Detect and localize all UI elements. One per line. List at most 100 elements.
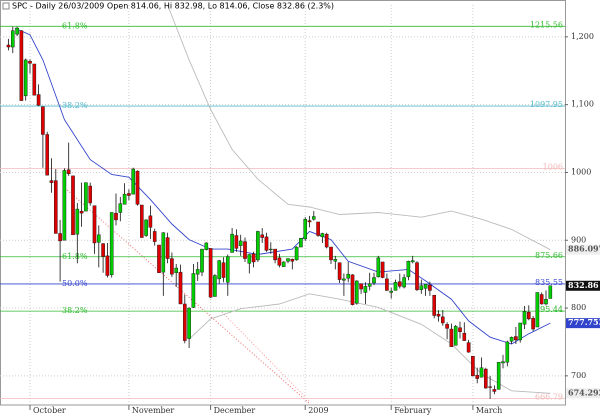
- candle-body: [367, 283, 372, 287]
- overlay-tag: 674.292: [568, 387, 600, 397]
- overlay-tag: 777.753: [568, 317, 600, 327]
- candle-body: [337, 262, 342, 280]
- candle-body: [415, 262, 419, 290]
- level-value: 666.79: [535, 392, 563, 401]
- candle-body: [471, 355, 475, 377]
- candle-body: [539, 294, 544, 305]
- candle-body: [148, 215, 153, 228]
- candle-body: [535, 292, 540, 328]
- level-percent: 61.8%: [62, 21, 88, 30]
- candle-body: [303, 219, 308, 240]
- candle-body: [170, 258, 174, 275]
- title-icon: [2, 2, 10, 10]
- candle-body: [294, 246, 299, 261]
- candle-body: [144, 219, 148, 236]
- candle-body: [453, 326, 458, 346]
- close-tag-box: [566, 280, 600, 291]
- candle-body: [92, 205, 97, 244]
- candle-body: [342, 278, 346, 281]
- candle-body: [243, 241, 247, 259]
- candle-body: [182, 303, 187, 341]
- level-percent: 38.2%: [62, 101, 88, 110]
- candle-body: [131, 168, 136, 195]
- candle-body: [187, 307, 191, 339]
- candle-body: [234, 235, 239, 249]
- candle-body: [269, 248, 273, 251]
- candle-body: [441, 316, 445, 324]
- x-tick-label: 2009: [308, 406, 328, 415]
- candle-body: [122, 193, 127, 205]
- candle-body: [247, 254, 252, 264]
- x-tick-label: December: [214, 406, 256, 415]
- candle-body: [531, 318, 535, 330]
- candle-body: [496, 362, 501, 390]
- candle-body: [518, 322, 522, 341]
- candle-body: [101, 243, 105, 257]
- candle-body: [380, 261, 385, 278]
- trend-line: [64, 187, 311, 405]
- candle-body: [419, 285, 424, 290]
- level-percent: 38.2%: [62, 306, 88, 315]
- chart-title: SPC - Daily 26/03/2009 Open 814.06, Hi 8…: [12, 2, 334, 11]
- level-value: 795.44: [535, 305, 563, 314]
- candle-body: [10, 30, 15, 48]
- x-tick-label: March: [476, 406, 502, 415]
- y-tick-label: 1000: [571, 167, 591, 176]
- candle-body: [363, 286, 368, 293]
- candle-body: [204, 242, 209, 250]
- close-tag: 832.86: [568, 280, 599, 290]
- level-value: 835.55: [535, 278, 563, 287]
- candle-body: [428, 284, 432, 291]
- candle-body: [217, 260, 222, 280]
- candle-body: [307, 220, 312, 223]
- candle-body: [165, 237, 170, 259]
- candle-body: [41, 106, 45, 135]
- candle-body: [174, 267, 179, 273]
- candle-body: [152, 231, 157, 242]
- candle-body: [264, 236, 269, 251]
- candle-body: [299, 238, 303, 248]
- candle-body: [316, 221, 320, 236]
- candle-body: [157, 244, 161, 273]
- candle-body: [501, 361, 505, 364]
- candle-body: [251, 253, 256, 263]
- candle-body: [71, 175, 75, 236]
- candle-body: [329, 246, 333, 261]
- candle-body: [398, 281, 402, 287]
- candle-body: [355, 280, 359, 304]
- candle-body: [527, 311, 531, 320]
- candle-body: [544, 299, 548, 305]
- candle-body: [462, 332, 467, 341]
- y-tick-label: 1,100: [571, 100, 594, 109]
- y-tick-label: 900: [571, 235, 586, 244]
- level-value: 1006: [543, 162, 563, 171]
- candle-body: [290, 259, 295, 262]
- x-tick-label: February: [394, 406, 432, 415]
- candle-body: [505, 341, 510, 363]
- candle-body: [346, 273, 351, 279]
- candle-body: [213, 275, 217, 297]
- candle-body: [127, 193, 131, 196]
- plot-frame: [0, 0, 566, 406]
- candle-body: [15, 27, 19, 35]
- x-tick-label: October: [33, 406, 66, 415]
- candle-body: [23, 59, 28, 97]
- candle-body: [281, 261, 286, 267]
- candle-body: [458, 327, 462, 332]
- candle-body: [492, 389, 497, 392]
- candle-body: [45, 134, 49, 176]
- candle-body: [178, 271, 183, 305]
- level-value: 875.66: [535, 251, 563, 260]
- candle-body: [238, 240, 243, 246]
- level-percent: 61.8%: [62, 252, 88, 261]
- candle-body: [320, 233, 325, 238]
- candle-body: [84, 182, 88, 212]
- y-tick-label: 700: [571, 371, 586, 380]
- candle-body: [273, 248, 277, 261]
- candle-body: [75, 208, 80, 235]
- level-percent: 50.0%: [62, 279, 88, 288]
- candle-body: [324, 233, 329, 248]
- overlay-tag: 886.097: [568, 244, 600, 254]
- candle-body: [62, 170, 67, 241]
- overlay-tag-box: [566, 318, 600, 329]
